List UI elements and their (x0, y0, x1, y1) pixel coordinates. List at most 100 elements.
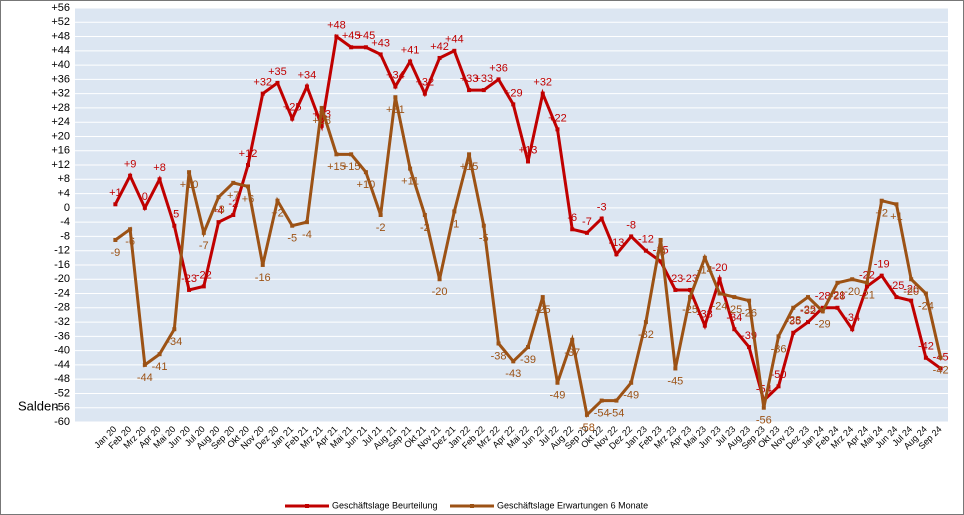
point-marker (422, 91, 427, 96)
point-marker (231, 213, 236, 217)
data-label: +3 (212, 204, 225, 216)
y-tick-label: +24 (51, 116, 70, 128)
data-label: +15 (327, 161, 346, 173)
point-marker (923, 355, 928, 360)
point-marker (378, 213, 383, 217)
point-marker (275, 198, 280, 203)
y-tick-label: +40 (51, 59, 70, 71)
data-label: -44 (137, 372, 153, 384)
data-label: +33 (474, 73, 493, 85)
legend-label: Geschäftslage Erwartungen 6 Monate (497, 500, 648, 510)
data-label: -20 (903, 286, 919, 298)
y-tick-label: +52 (51, 16, 70, 28)
data-label: -26 (741, 308, 757, 320)
y-tick-label: +36 (51, 73, 70, 85)
point-marker (113, 237, 118, 242)
point-marker (363, 170, 368, 175)
data-label: -25 (682, 304, 698, 316)
point-marker (850, 327, 855, 332)
data-label: -14 (697, 265, 713, 277)
data-label: -13 (608, 237, 624, 249)
data-label: -2 (420, 222, 430, 234)
point-marker (791, 305, 796, 310)
data-label: -50 (771, 369, 787, 381)
point-marker (231, 180, 236, 185)
data-label: +31 (386, 104, 405, 116)
data-label: +35 (268, 66, 287, 78)
point-marker (481, 88, 486, 93)
point-marker (938, 355, 943, 360)
data-label: -24 (918, 300, 934, 312)
data-label: +45 (357, 30, 376, 42)
point-marker (393, 95, 398, 100)
point-marker (526, 345, 530, 350)
data-label: -34 (166, 336, 182, 348)
data-label: -16 (255, 272, 271, 284)
data-label: -7 (582, 216, 592, 228)
data-label: +45 (342, 30, 361, 42)
data-label: -22 (196, 269, 212, 281)
data-label: +29 (504, 87, 523, 99)
data-label: -1 (449, 218, 459, 230)
point-marker (393, 84, 398, 89)
point-marker (864, 284, 869, 289)
data-label: +32 (533, 77, 552, 89)
data-label: -20 (844, 286, 860, 298)
point-marker (584, 412, 589, 417)
data-label: +22 (548, 112, 567, 124)
data-label: -38 (491, 350, 507, 362)
data-label: -32 (638, 329, 654, 341)
point-marker (732, 295, 737, 300)
data-label: +1 (890, 211, 903, 223)
data-label: +10 (180, 179, 199, 191)
data-label: +42 (430, 41, 449, 53)
point-marker (643, 248, 648, 253)
point-marker (408, 59, 413, 64)
point-marker (452, 48, 457, 53)
point-marker (776, 334, 781, 339)
y-tick-label: -16 (54, 259, 70, 271)
data-label: +15 (460, 161, 479, 173)
y-tick-label: +8 (57, 173, 70, 185)
data-label: -6 (125, 236, 135, 248)
point-marker (408, 166, 413, 171)
point-marker (511, 102, 516, 107)
point-marker (260, 262, 265, 267)
data-label: -36 (771, 343, 787, 355)
point-marker (570, 227, 575, 232)
data-label: -42 (933, 365, 949, 377)
point-marker (570, 337, 575, 342)
point-marker (673, 366, 678, 371)
point-marker (319, 123, 324, 128)
data-label: -2 (228, 198, 238, 210)
legend-label: Geschäftslage Beurteilung (332, 500, 438, 510)
data-label: +28 (312, 115, 331, 127)
data-label: +34 (298, 69, 317, 81)
y-tick-label: -44 (54, 359, 70, 371)
data-label: +9 (124, 159, 137, 171)
point-marker (172, 327, 177, 332)
point-marker (128, 227, 133, 232)
point-marker (599, 398, 604, 403)
point-marker (938, 366, 943, 371)
data-label: +44 (445, 34, 464, 46)
data-label: -9 (110, 247, 120, 259)
legend-marker (470, 504, 474, 508)
point-marker (688, 295, 693, 300)
y-tick-label: -36 (54, 330, 70, 342)
point-marker (349, 45, 354, 50)
point-marker (820, 305, 825, 310)
data-label: +33 (460, 73, 479, 85)
point-marker (688, 287, 693, 292)
y-tick-label: -52 (54, 387, 70, 399)
point-marker (791, 330, 796, 335)
point-marker (658, 237, 663, 242)
data-label: -43 (505, 368, 521, 380)
data-label: -56 (756, 415, 772, 427)
point-marker (260, 91, 265, 96)
data-label: -4 (214, 205, 224, 217)
data-label: -54 (594, 407, 610, 419)
data-label: -49 (623, 390, 639, 402)
point-marker (511, 359, 516, 364)
data-label: -6 (567, 212, 577, 224)
